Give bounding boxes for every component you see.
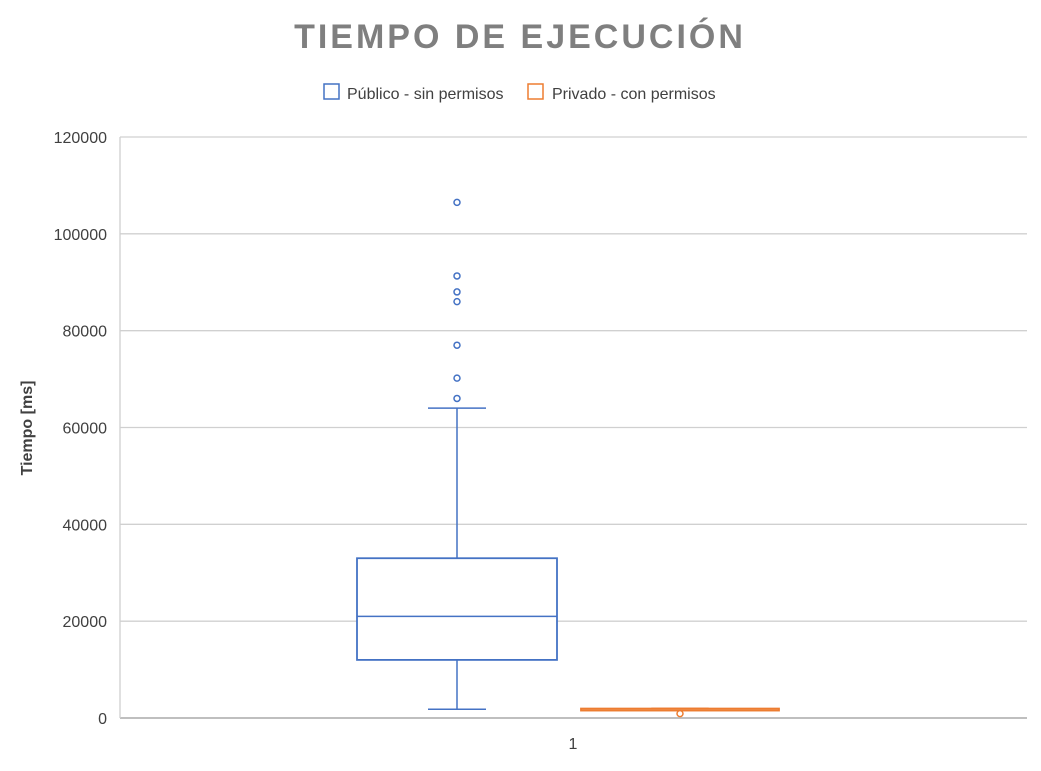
y-tick-label: 20000 xyxy=(63,614,108,631)
outlier-point xyxy=(453,198,461,207)
legend-label-publico: Público - sin permisos xyxy=(347,86,504,103)
gridlines xyxy=(119,136,1027,719)
plot-area xyxy=(356,198,780,718)
y-tick-label: 0 xyxy=(98,711,107,728)
outlier-point xyxy=(453,288,461,296)
y-axis-label: Tiempo [ms] xyxy=(19,381,36,476)
y-tick-label: 40000 xyxy=(63,517,108,534)
y-tick-label: 120000 xyxy=(54,130,107,147)
outlier-point xyxy=(676,709,684,718)
y-tick-label: 100000 xyxy=(54,227,107,244)
y-tick-label: 80000 xyxy=(63,324,108,341)
y-tick-label: 60000 xyxy=(63,421,108,438)
legend-swatch-publico xyxy=(323,83,340,100)
outlier-point xyxy=(453,272,461,280)
legend-label-privado: Privado - con permisos xyxy=(552,86,716,103)
outlier-point xyxy=(453,341,461,349)
chart-title: TIEMPO DE EJECUCIÓN xyxy=(294,18,746,56)
outlier-point xyxy=(453,297,461,306)
box-iqr xyxy=(356,557,558,661)
legend-swatch-privado xyxy=(527,83,544,100)
x-tick-label: 1 xyxy=(569,736,578,753)
legend: Público - sin permisos Privado - con per… xyxy=(323,83,716,103)
outlier-point xyxy=(453,374,461,382)
y-tick-labels: 0 20000 40000 60000 80000 100000 120000 xyxy=(54,130,107,728)
outlier-point xyxy=(453,394,461,403)
x-tick-labels: 1 xyxy=(569,736,578,753)
